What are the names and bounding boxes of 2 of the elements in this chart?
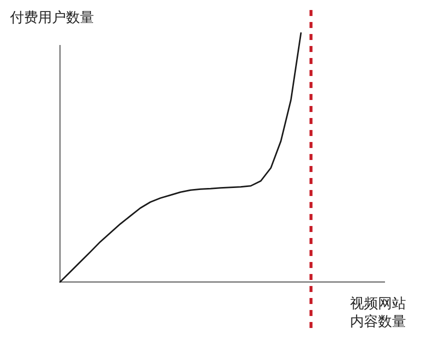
x-axis-title: 视频网站内容数量: [350, 296, 406, 330]
y-axis-title: 付费用户数量: [9, 10, 94, 26]
